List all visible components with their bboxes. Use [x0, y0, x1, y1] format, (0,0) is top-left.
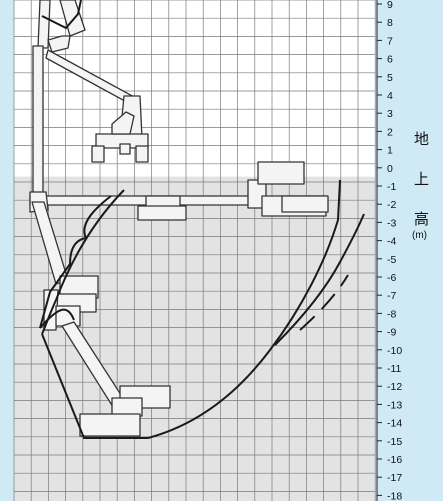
side-label-char-1: 地: [414, 130, 429, 148]
scale-tick-label: 1: [387, 145, 393, 157]
scale-tick-label: -1: [387, 181, 396, 193]
horizontal-reach-pose: [29, 161, 329, 221]
scale-tick-label: -14: [387, 418, 402, 430]
grid-below-ground: [14, 176, 375, 501]
scale-tick-label: -3: [387, 217, 396, 229]
deep-reach-pose: [31, 201, 171, 437]
scale-tick-label: -10: [387, 345, 402, 357]
scale-tick-label: -11: [387, 363, 402, 375]
scale-tick-label: -15: [387, 436, 402, 448]
scale-tick-label: 2: [387, 126, 393, 138]
scale-tick-label: -8: [387, 308, 396, 320]
scale-tick-label: 9: [387, 0, 393, 11]
scale-tick-label: -16: [387, 454, 402, 466]
scale-tick-label: -18: [387, 490, 402, 501]
grid-area: [13, 0, 376, 501]
scale-tick-label: -13: [387, 399, 402, 411]
scale-tick-label: 8: [387, 17, 393, 29]
scale-tick-label: 6: [387, 54, 393, 66]
side-label: 地 上 高 (m): [412, 130, 429, 241]
scale-tick-label: 4: [387, 90, 393, 102]
scale-tick-label: -17: [387, 472, 402, 484]
height-scale: 9 8 7 6 5 4 3 2 1 0 -1 -2 -3 -4 -5 -6 -7 -8 -9 -10 -11 -12 -13…: [376, 0, 402, 501]
side-label-char-3: 高: [414, 210, 429, 228]
side-label-unit: (m): [412, 230, 427, 241]
scale-tick-label: 5: [387, 72, 393, 84]
scale-tick-label: -5: [387, 254, 396, 266]
scale-tick-label: -12: [387, 381, 402, 393]
scale-tick-label: -2: [387, 199, 396, 211]
grid-lines: [13, 0, 376, 501]
working-envelope: [39, 0, 365, 439]
side-label-char-2: 上: [414, 170, 429, 188]
scale-tick-label: 3: [387, 108, 393, 120]
scale-tick-label: -9: [387, 327, 396, 339]
scale-tick-label: 0: [387, 163, 393, 175]
aerial-work-platform-icon: [29, 0, 329, 437]
scale-tick-label: 7: [387, 35, 393, 47]
scale-tick-label: -6: [387, 272, 396, 284]
scale-tick-label: -7: [387, 290, 396, 302]
scale-tick-label: -4: [387, 236, 396, 248]
stowed-machine: [91, 111, 149, 163]
